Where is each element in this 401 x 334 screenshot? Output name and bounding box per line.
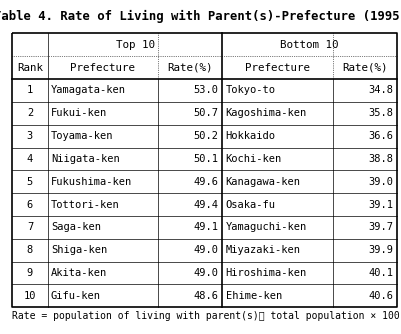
- Text: 1: 1: [27, 86, 33, 96]
- Text: 40.6: 40.6: [368, 291, 393, 301]
- Text: 50.7: 50.7: [193, 108, 219, 118]
- Text: Prefecture: Prefecture: [245, 63, 310, 72]
- Text: 35.8: 35.8: [368, 108, 393, 118]
- Text: Kochi-ken: Kochi-ken: [226, 154, 282, 164]
- Text: 39.0: 39.0: [368, 177, 393, 187]
- Text: 39.1: 39.1: [368, 200, 393, 209]
- Text: 39.7: 39.7: [368, 222, 393, 232]
- Text: Rate(%): Rate(%): [342, 63, 388, 72]
- Text: Top 10: Top 10: [115, 40, 154, 50]
- Text: Kagoshima-ken: Kagoshima-ken: [226, 108, 307, 118]
- Text: 50.2: 50.2: [193, 131, 219, 141]
- Text: 34.8: 34.8: [368, 86, 393, 96]
- Text: 36.6: 36.6: [368, 131, 393, 141]
- Text: Niigata-ken: Niigata-ken: [51, 154, 120, 164]
- Text: Ehime-ken: Ehime-ken: [226, 291, 282, 301]
- Text: Akita-ken: Akita-ken: [51, 268, 107, 278]
- Text: 50.1: 50.1: [193, 154, 219, 164]
- Text: Rate = population of living with parent(s)⁄ total population × 100: Rate = population of living with parent(…: [12, 311, 400, 321]
- Text: 49.0: 49.0: [193, 245, 219, 255]
- Text: Rank: Rank: [17, 63, 43, 72]
- Text: 40.1: 40.1: [368, 268, 393, 278]
- Text: 3: 3: [27, 131, 33, 141]
- Text: Toyama-ken: Toyama-ken: [51, 131, 113, 141]
- Text: Hiroshima-ken: Hiroshima-ken: [226, 268, 307, 278]
- Text: Yamaguchi-ken: Yamaguchi-ken: [226, 222, 307, 232]
- Text: Bottom 10: Bottom 10: [280, 40, 339, 50]
- Text: Osaka-fu: Osaka-fu: [226, 200, 275, 209]
- Text: Kanagawa-ken: Kanagawa-ken: [226, 177, 301, 187]
- Text: Rate(%): Rate(%): [168, 63, 213, 72]
- Text: Shiga-ken: Shiga-ken: [51, 245, 107, 255]
- Text: 9: 9: [27, 268, 33, 278]
- Text: Gifu-ken: Gifu-ken: [51, 291, 101, 301]
- Text: Tokyo-to: Tokyo-to: [226, 86, 275, 96]
- Text: 53.0: 53.0: [193, 86, 219, 96]
- Text: Fukushima-ken: Fukushima-ken: [51, 177, 132, 187]
- Text: 10: 10: [24, 291, 36, 301]
- Text: Tottori-ken: Tottori-ken: [51, 200, 120, 209]
- Text: Fukui-ken: Fukui-ken: [51, 108, 107, 118]
- Text: 49.6: 49.6: [193, 177, 219, 187]
- Text: 38.8: 38.8: [368, 154, 393, 164]
- Text: 6: 6: [27, 200, 33, 209]
- Text: Miyazaki-ken: Miyazaki-ken: [226, 245, 301, 255]
- Text: Saga-ken: Saga-ken: [51, 222, 101, 232]
- Text: 5: 5: [27, 177, 33, 187]
- Text: 48.6: 48.6: [193, 291, 219, 301]
- Text: 8: 8: [27, 245, 33, 255]
- Text: 49.4: 49.4: [193, 200, 219, 209]
- Text: Table 4. Rate of Living with Parent(s)-Prefecture (1995): Table 4. Rate of Living with Parent(s)-P…: [0, 10, 401, 23]
- Text: 39.9: 39.9: [368, 245, 393, 255]
- Text: Hokkaido: Hokkaido: [226, 131, 275, 141]
- Text: 49.0: 49.0: [193, 268, 219, 278]
- Text: 7: 7: [27, 222, 33, 232]
- Text: Prefecture: Prefecture: [71, 63, 136, 72]
- Text: Yamagata-ken: Yamagata-ken: [51, 86, 126, 96]
- Text: 2: 2: [27, 108, 33, 118]
- Text: 4: 4: [27, 154, 33, 164]
- Text: 49.1: 49.1: [193, 222, 219, 232]
